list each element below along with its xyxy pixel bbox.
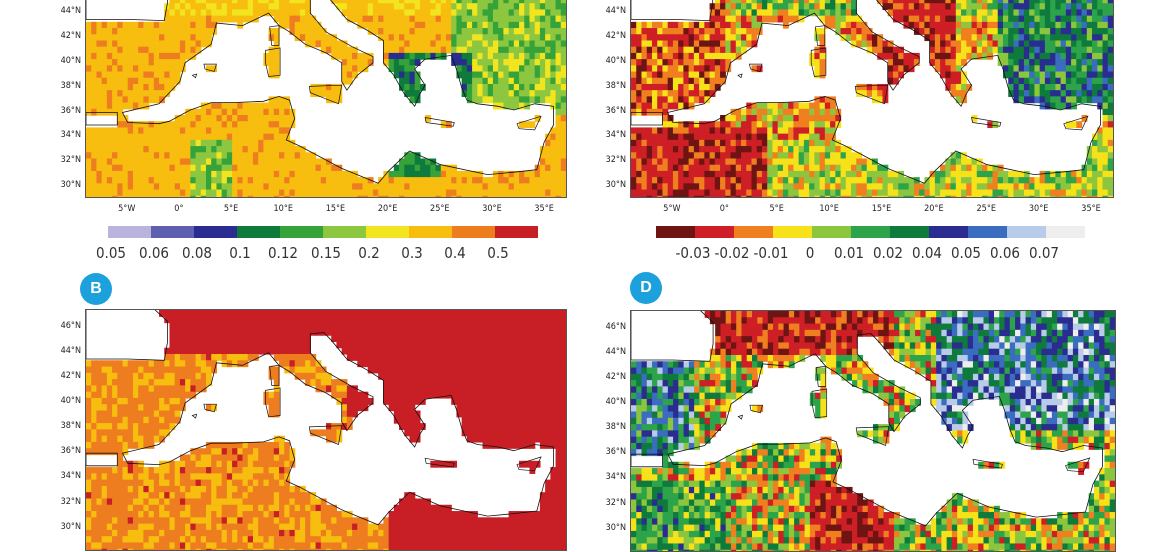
colorbar-swatch — [1046, 226, 1085, 238]
lat-tick-label: 32°N — [586, 498, 626, 508]
lat-tick-label: 30°N — [586, 180, 626, 190]
lon-tick-label: 5°W — [654, 204, 690, 214]
colorbar-swatch — [323, 226, 366, 238]
lat-tick-label: 36°N — [41, 106, 81, 116]
lon-tick-label: 15°E — [863, 204, 899, 214]
colorbar-tick-label: 0.5 — [475, 244, 521, 262]
map-panel-d — [630, 310, 1116, 552]
lat-tick-label: 32°N — [41, 497, 81, 507]
lon-tick-label: 25°E — [422, 204, 458, 214]
panel-b-badge: B — [80, 273, 112, 305]
lon-tick-label: 30°E — [474, 204, 510, 214]
map-panel-c — [630, 0, 1114, 198]
lon-tick-label: 0° — [161, 204, 197, 214]
lat-tick-label: 42°N — [586, 372, 626, 382]
colorbar-swatch — [695, 226, 734, 238]
map-grid-c — [631, 0, 1113, 197]
lat-tick-label: 42°N — [41, 371, 81, 381]
colorbar-swatch — [851, 226, 890, 238]
colorbar-swatch — [656, 226, 695, 238]
lat-tick-label: 36°N — [586, 447, 626, 457]
lat-tick-label: 38°N — [41, 421, 81, 431]
lon-tick-label: 10°E — [811, 204, 847, 214]
colorbar-swatch — [1007, 226, 1046, 238]
colorbar-tick-label: 0.4 — [432, 244, 478, 262]
lon-tick-label: 20°E — [370, 204, 406, 214]
colorbar-swatch — [734, 226, 773, 238]
colorbar-tick-label: 0.3 — [389, 244, 435, 262]
lat-tick-label: 46°N — [586, 322, 626, 332]
lon-tick-label: 5°W — [109, 204, 145, 214]
colorbar-swatch — [194, 226, 237, 238]
lat-tick-label: 32°N — [41, 155, 81, 165]
lat-tick-label: 34°N — [41, 130, 81, 140]
lon-tick-label: 35°E — [1073, 204, 1109, 214]
lat-tick-label: 40°N — [41, 56, 81, 66]
panel-d-badge: D — [630, 272, 662, 304]
lat-tick-label: 30°N — [41, 180, 81, 190]
colorbar-swatch — [366, 226, 409, 238]
colorbar-swatch — [280, 226, 323, 238]
colorbar-left — [108, 226, 538, 238]
colorbar-tick-label: 0.15 — [303, 244, 349, 262]
colorbar-swatch — [929, 226, 968, 238]
colorbar-swatch — [151, 226, 194, 238]
lon-tick-label: 5°E — [213, 204, 249, 214]
colorbar-tick-label: 0.12 — [260, 244, 306, 262]
lon-tick-label: 35°E — [526, 204, 562, 214]
lat-tick-label: 44°N — [41, 346, 81, 356]
colorbar-swatch — [108, 226, 151, 238]
colorbar-tick-label: 0.05 — [88, 244, 134, 262]
lat-tick-label: 36°N — [41, 446, 81, 456]
lat-tick-label: 34°N — [41, 471, 81, 481]
colorbar-swatch — [495, 226, 538, 238]
lat-tick-label: 38°N — [41, 81, 81, 91]
lat-tick-label: 40°N — [41, 396, 81, 406]
lat-tick-label: 42°N — [41, 31, 81, 41]
colorbar-swatch — [812, 226, 851, 238]
lon-tick-label: 10°E — [265, 204, 301, 214]
lat-tick-label: 30°N — [41, 522, 81, 532]
lat-tick-label: 34°N — [586, 472, 626, 482]
colorbar-tick-label: 0.08 — [174, 244, 220, 262]
lat-tick-label: 38°N — [586, 81, 626, 91]
colorbar-swatch — [968, 226, 1007, 238]
lon-tick-label: 20°E — [916, 204, 952, 214]
lon-tick-label: 25°E — [968, 204, 1004, 214]
map-grid-d — [631, 311, 1115, 551]
lon-tick-label: 30°E — [1021, 204, 1057, 214]
colorbar-tick-label: 0.06 — [131, 244, 177, 262]
lon-tick-label: 0° — [706, 204, 742, 214]
lat-tick-label: 32°N — [586, 155, 626, 165]
lat-tick-label: 40°N — [586, 56, 626, 66]
lat-tick-label: 38°N — [586, 422, 626, 432]
lon-tick-label: 5°E — [759, 204, 795, 214]
map-panel-a — [85, 0, 567, 198]
lat-tick-label: 40°N — [586, 397, 626, 407]
lon-tick-label: 15°E — [317, 204, 353, 214]
colorbar-swatch — [237, 226, 280, 238]
map-grid-b — [86, 310, 566, 550]
lat-tick-label: 36°N — [586, 106, 626, 116]
lat-tick-label: 46°N — [41, 321, 81, 331]
lat-tick-label: 42°N — [586, 31, 626, 41]
lat-tick-label: 44°N — [586, 6, 626, 16]
colorbar-swatch — [773, 226, 812, 238]
lat-tick-label: 44°N — [586, 347, 626, 357]
colorbar-right — [656, 226, 1085, 238]
colorbar-tick-label: 0.07 — [1021, 244, 1067, 262]
lat-tick-label: 44°N — [41, 6, 81, 16]
colorbar-swatch — [452, 226, 495, 238]
colorbar-swatch — [409, 226, 452, 238]
colorbar-tick-label: 0.1 — [217, 244, 263, 262]
map-grid-a — [86, 0, 566, 197]
lat-tick-label: 30°N — [586, 523, 626, 533]
colorbar-swatch — [890, 226, 929, 238]
map-panel-b — [85, 309, 567, 551]
colorbar-tick-label: 0.2 — [346, 244, 392, 262]
lat-tick-label: 34°N — [586, 130, 626, 140]
